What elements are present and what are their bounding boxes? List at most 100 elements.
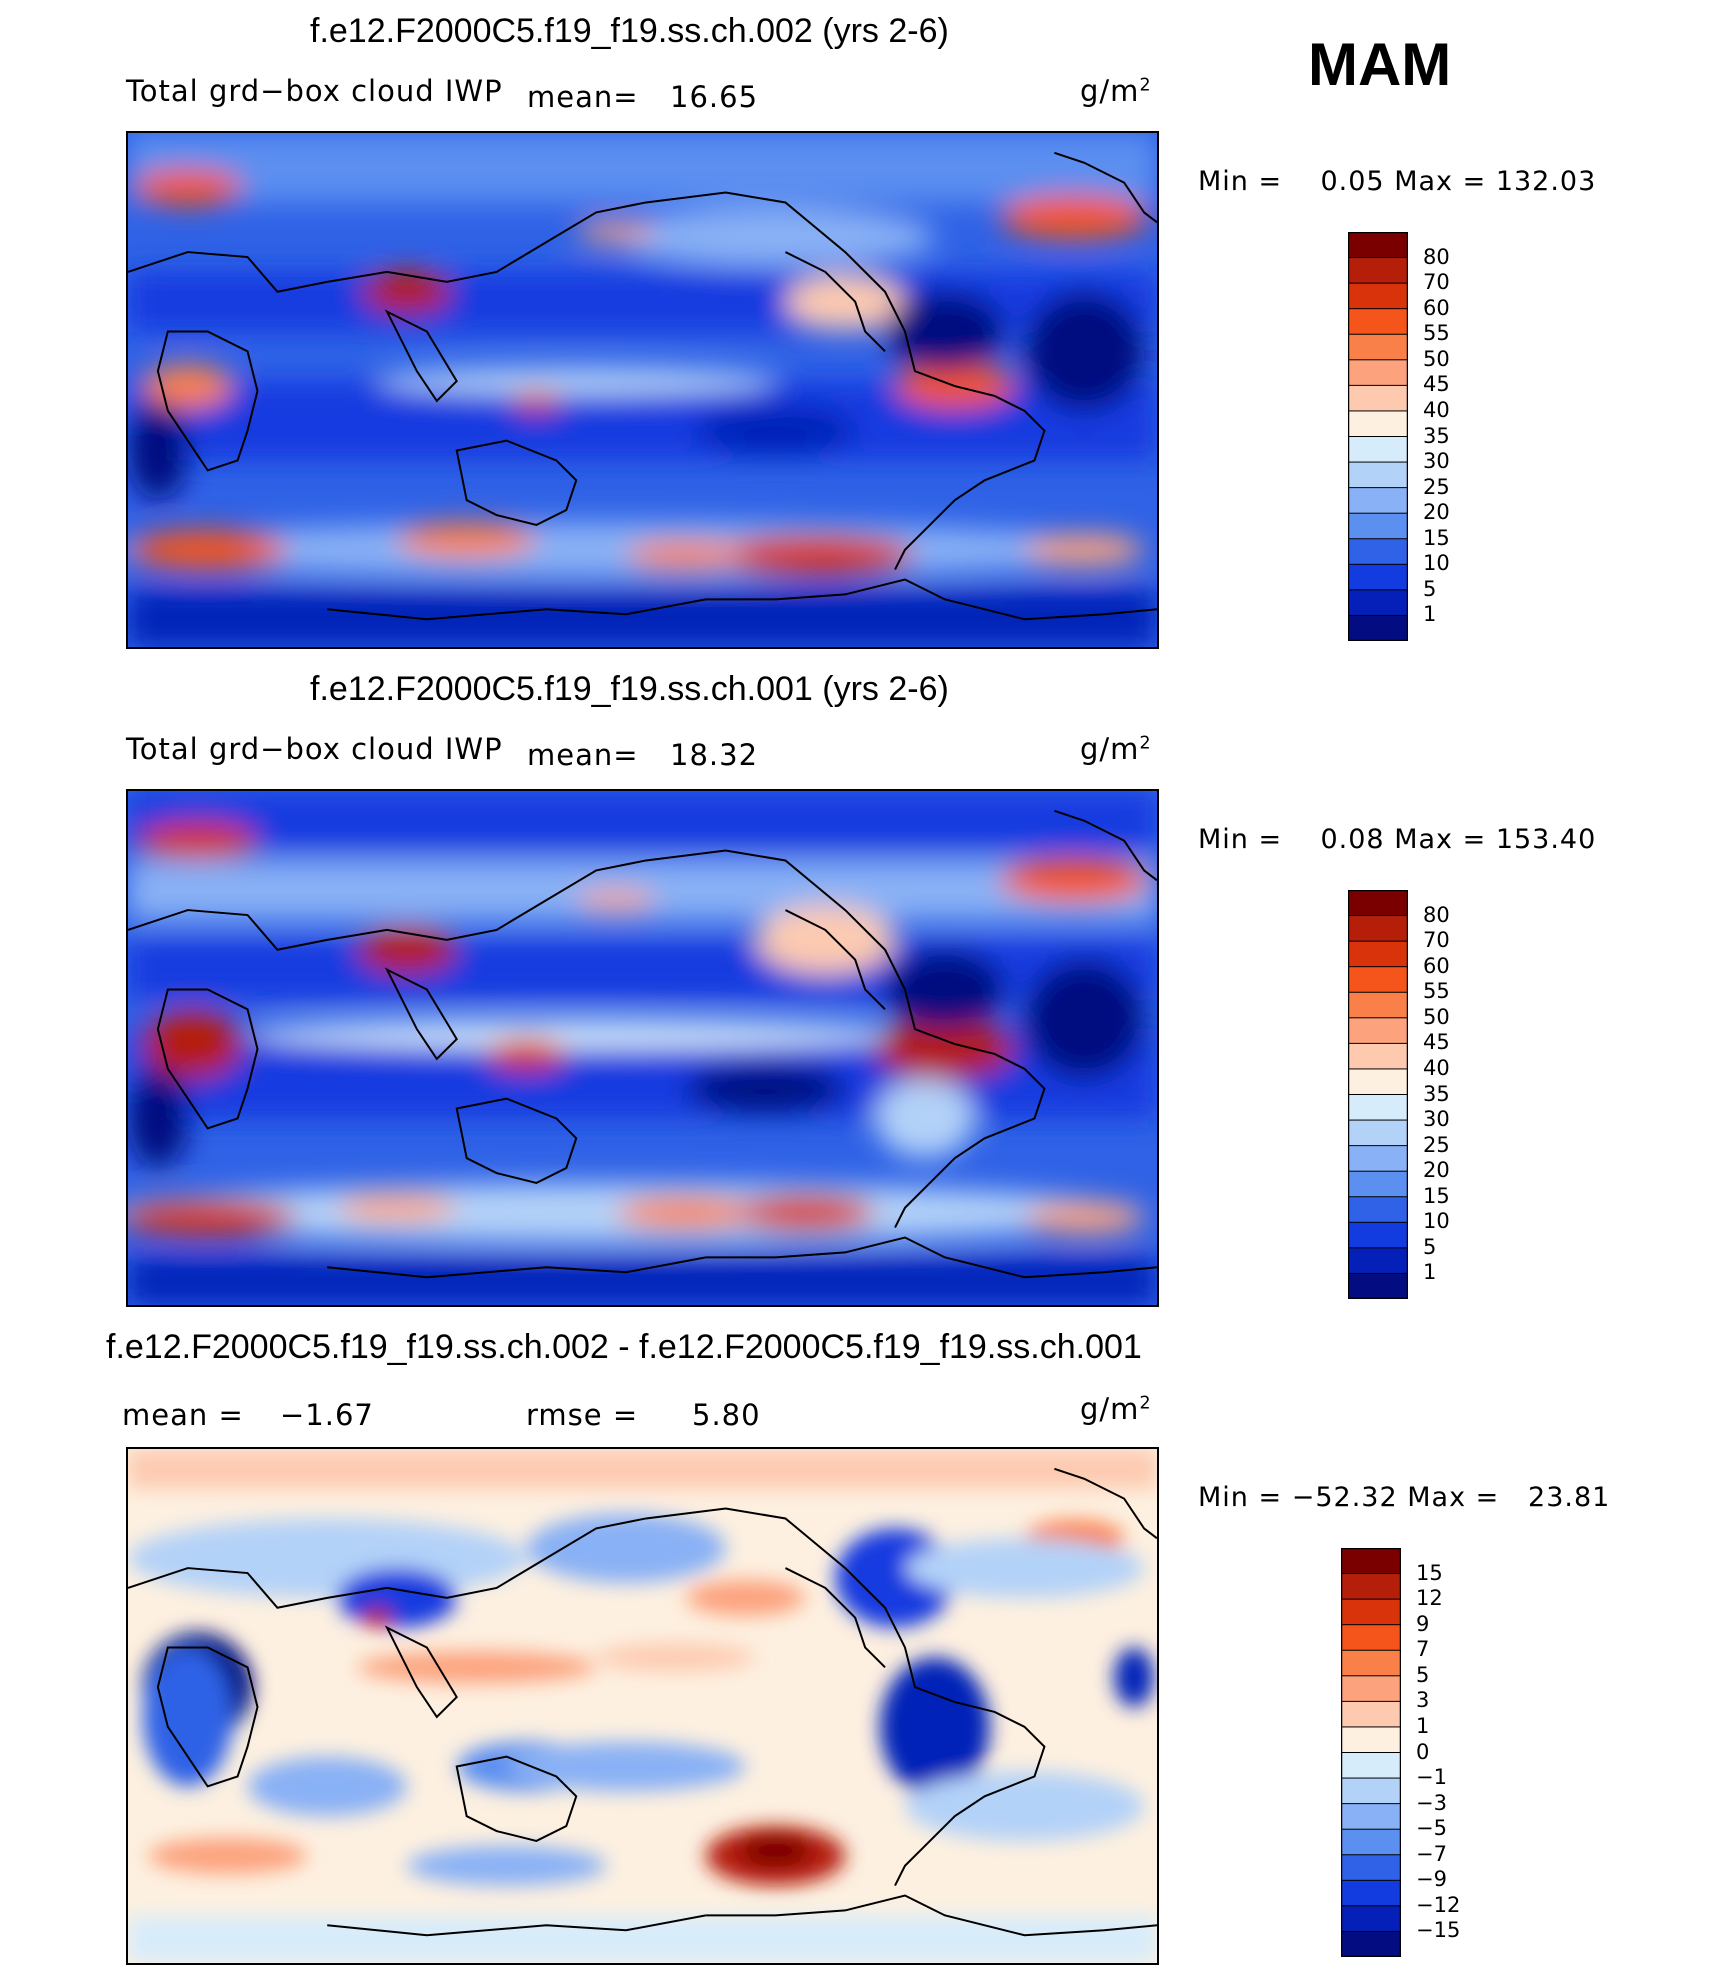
colorbar-swatch bbox=[1341, 1573, 1401, 1601]
colorbar-tick-label: 70 bbox=[1423, 270, 1450, 295]
colorbar-tick-label: 20 bbox=[1423, 500, 1450, 525]
panel2-map-field bbox=[128, 791, 1157, 1305]
panel2-mean-label: mean= bbox=[527, 738, 639, 772]
panel2-mean-value: 18.32 bbox=[670, 738, 759, 772]
colorbar-swatch bbox=[1348, 1017, 1408, 1045]
colorbar-swatch bbox=[1348, 1145, 1408, 1173]
panel2-map bbox=[126, 789, 1159, 1307]
colorbar-swatch bbox=[1348, 436, 1408, 464]
season-label: MAM bbox=[1308, 31, 1452, 98]
panel3-map-field bbox=[128, 1449, 1157, 1963]
colorbar-swatch bbox=[1341, 1930, 1401, 1957]
colorbar-tick-label: 0 bbox=[1416, 1739, 1430, 1764]
colorbar-swatch bbox=[1341, 1905, 1401, 1933]
colorbar-swatch bbox=[1341, 1854, 1401, 1882]
colorbar-tick-label: 40 bbox=[1423, 1055, 1450, 1080]
colorbar-swatch bbox=[1348, 1170, 1408, 1198]
colorbar-swatch bbox=[1348, 410, 1408, 438]
colorbar-tick-label: −5 bbox=[1416, 1816, 1447, 1841]
colorbar-tick-label: 20 bbox=[1423, 1158, 1450, 1183]
colorbar-swatch bbox=[1341, 1624, 1401, 1652]
panel1-variable: Total grd−box cloud IWP bbox=[126, 74, 503, 108]
colorbar-tick-label: 80 bbox=[1423, 244, 1450, 269]
colorbar-tick-label: 55 bbox=[1423, 321, 1450, 346]
colorbar-swatch bbox=[1341, 1675, 1401, 1703]
colorbar-border bbox=[1341, 1548, 1401, 1957]
colorbar-swatch bbox=[1348, 359, 1408, 387]
colorbar-tick-label: −1 bbox=[1416, 1765, 1447, 1790]
colorbar-tick-label: 15 bbox=[1423, 1183, 1450, 1208]
colorbar-tick-label: 15 bbox=[1416, 1560, 1443, 1585]
colorbar-tick-label: 7 bbox=[1416, 1637, 1430, 1662]
colorbar-swatch bbox=[1348, 384, 1408, 412]
colorbar-swatch bbox=[1341, 1548, 1401, 1575]
colorbar-tick-label: 60 bbox=[1423, 953, 1450, 978]
colorbar-swatch bbox=[1341, 1752, 1401, 1780]
colorbar-swatch bbox=[1348, 1094, 1408, 1122]
colorbar-swatch bbox=[1348, 257, 1408, 285]
colorbar-tick-label: 35 bbox=[1423, 1081, 1450, 1106]
colorbar-swatch bbox=[1348, 563, 1408, 591]
colorbar-swatch bbox=[1341, 1803, 1401, 1831]
colorbar-swatch bbox=[1348, 333, 1408, 361]
panel1-colorbar bbox=[1348, 232, 1408, 641]
colorbar-swatch bbox=[1341, 1700, 1401, 1728]
panel3-map bbox=[126, 1447, 1159, 1965]
colorbar-tick-label: 3 bbox=[1416, 1688, 1430, 1713]
colorbar-tick-label: 30 bbox=[1423, 1107, 1450, 1132]
colorbar-tick-label: 80 bbox=[1423, 902, 1450, 927]
panel2-title: f.e12.F2000C5.f19_f19.ss.ch.001 (yrs 2-6… bbox=[310, 670, 949, 708]
colorbar-swatch bbox=[1348, 1272, 1408, 1299]
panel2-minmax: Min = 0.08 Max = 153.40 bbox=[1198, 824, 1597, 855]
colorbar-tick-label: −9 bbox=[1416, 1867, 1447, 1892]
colorbar-swatch bbox=[1348, 890, 1408, 917]
colorbar-tick-label: 40 bbox=[1423, 397, 1450, 422]
colorbar-tick-label: 45 bbox=[1423, 372, 1450, 397]
colorbar-tick-label: −7 bbox=[1416, 1841, 1447, 1866]
colorbar-swatch bbox=[1348, 1119, 1408, 1147]
colorbar-swatch bbox=[1348, 991, 1408, 1019]
colorbar-tick-label: 50 bbox=[1423, 1004, 1450, 1029]
colorbar-tick-label: 50 bbox=[1423, 346, 1450, 371]
panel3-mean-label: mean = bbox=[122, 1398, 244, 1432]
colorbar-tick-label: 1 bbox=[1423, 602, 1437, 627]
panel3-colorbar bbox=[1341, 1548, 1401, 1957]
colorbar-swatch bbox=[1348, 1221, 1408, 1249]
colorbar-swatch bbox=[1348, 1247, 1408, 1275]
colorbar-swatch bbox=[1348, 1068, 1408, 1096]
colorbar-swatch bbox=[1348, 940, 1408, 968]
colorbar-tick-label: 30 bbox=[1423, 449, 1450, 474]
colorbar-tick-label: 45 bbox=[1423, 1030, 1450, 1055]
colorbar-tick-label: 9 bbox=[1416, 1611, 1430, 1636]
panel3-mean-value: −1.67 bbox=[280, 1398, 374, 1432]
panel1-title: f.e12.F2000C5.f19_f19.ss.ch.002 (yrs 2-6… bbox=[310, 12, 949, 50]
colorbar-swatch bbox=[1341, 1649, 1401, 1677]
colorbar-swatch bbox=[1348, 1196, 1408, 1224]
colorbar-swatch bbox=[1348, 966, 1408, 994]
panel1-units: g/m2 bbox=[1080, 74, 1152, 108]
colorbar-swatch bbox=[1341, 1828, 1401, 1856]
colorbar-swatch bbox=[1348, 589, 1408, 617]
colorbar-swatch bbox=[1348, 512, 1408, 540]
colorbar-swatch bbox=[1341, 1879, 1401, 1907]
colorbar-tick-label: 55 bbox=[1423, 979, 1450, 1004]
panel3-rmse-label: rmse = bbox=[526, 1398, 639, 1432]
colorbar-swatch bbox=[1348, 915, 1408, 943]
panel2-variable: Total grd−box cloud IWP bbox=[126, 732, 503, 766]
colorbar-tick-label: 25 bbox=[1423, 1132, 1450, 1157]
panel1-minmax: Min = 0.05 Max = 132.03 bbox=[1198, 166, 1597, 197]
colorbar-tick-label: 1 bbox=[1416, 1713, 1430, 1738]
panel1-mean-label: mean= bbox=[527, 80, 639, 114]
colorbar-swatch bbox=[1348, 461, 1408, 489]
colorbar-swatch bbox=[1341, 1777, 1401, 1805]
colorbar-swatch bbox=[1348, 487, 1408, 515]
panel2-units: g/m2 bbox=[1080, 732, 1152, 766]
colorbar-border bbox=[1348, 232, 1408, 641]
colorbar-tick-label: 70 bbox=[1423, 928, 1450, 953]
colorbar-swatch bbox=[1348, 308, 1408, 336]
colorbar-tick-label: 25 bbox=[1423, 474, 1450, 499]
colorbar-tick-label: 12 bbox=[1416, 1586, 1443, 1611]
colorbar-tick-label: 60 bbox=[1423, 295, 1450, 320]
colorbar-tick-label: −3 bbox=[1416, 1790, 1447, 1815]
panel2-colorbar bbox=[1348, 890, 1408, 1299]
